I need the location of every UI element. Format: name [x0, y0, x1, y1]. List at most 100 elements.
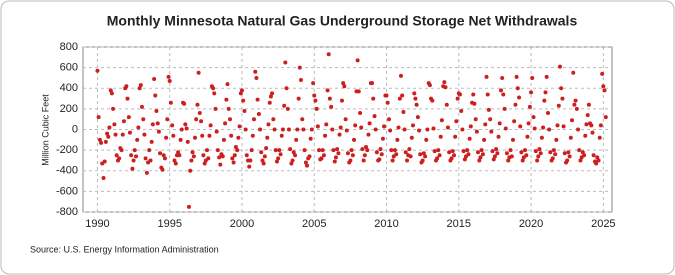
point [95, 68, 100, 73]
point [491, 157, 496, 162]
point [160, 167, 165, 172]
point [413, 96, 418, 101]
point [533, 149, 538, 154]
point [362, 153, 367, 158]
point [598, 123, 603, 128]
point [106, 134, 111, 139]
point [432, 149, 437, 154]
point [183, 122, 188, 127]
point [186, 204, 191, 209]
point [215, 148, 220, 153]
point [450, 149, 455, 154]
point [193, 135, 198, 140]
point [261, 161, 266, 166]
point [323, 133, 328, 138]
point [320, 148, 325, 153]
point [390, 158, 395, 163]
point [249, 148, 254, 153]
point [595, 155, 600, 160]
point [350, 153, 355, 158]
point [601, 84, 606, 89]
point [148, 158, 153, 163]
point [315, 124, 320, 129]
point [161, 153, 166, 158]
y-tick-label: -200 [56, 144, 78, 156]
point [107, 125, 112, 130]
point [218, 162, 223, 167]
point [417, 128, 422, 133]
point [139, 104, 144, 109]
point [394, 152, 399, 157]
point [283, 60, 288, 65]
point [356, 89, 361, 94]
point [529, 90, 534, 95]
point [131, 158, 136, 163]
point [332, 159, 337, 164]
point [343, 117, 348, 122]
point [182, 101, 187, 106]
point [241, 98, 246, 103]
point [367, 121, 372, 126]
point [380, 136, 385, 141]
point [396, 125, 401, 130]
point [217, 155, 222, 160]
point [311, 81, 316, 86]
point [132, 148, 137, 153]
point [142, 132, 147, 137]
point [127, 130, 132, 135]
point [208, 123, 213, 128]
point [397, 96, 402, 101]
point [594, 161, 599, 166]
point [585, 113, 590, 118]
point [190, 150, 195, 155]
point [365, 148, 370, 153]
point [305, 163, 310, 168]
point [102, 159, 107, 164]
point [236, 135, 241, 140]
y-axis-label: Million Cubic Feet [40, 94, 50, 166]
point [277, 148, 282, 153]
point [345, 151, 350, 156]
point [483, 122, 488, 127]
point [286, 127, 291, 132]
point [580, 150, 585, 155]
point [386, 117, 391, 122]
point [489, 129, 494, 134]
point [565, 158, 570, 163]
point [465, 148, 470, 153]
x-tick-label: 2025 [591, 218, 615, 230]
point [442, 80, 447, 85]
point [319, 156, 324, 161]
point [559, 86, 564, 91]
point [259, 150, 264, 155]
point [571, 70, 576, 75]
point [352, 137, 357, 142]
point [596, 158, 601, 163]
point [327, 96, 332, 101]
point [335, 147, 340, 152]
point [431, 126, 436, 131]
point [177, 153, 182, 158]
point [272, 127, 277, 132]
point [191, 154, 196, 159]
point [420, 158, 425, 163]
point [124, 84, 129, 89]
point [253, 69, 258, 74]
point [144, 170, 149, 175]
point [515, 86, 520, 91]
point [179, 127, 184, 132]
point [199, 119, 204, 124]
point [195, 102, 200, 107]
point [185, 139, 190, 144]
point [374, 150, 379, 155]
point [239, 88, 244, 93]
point [504, 151, 509, 156]
point [520, 158, 525, 163]
y-tick-label: 0 [72, 123, 78, 135]
point [435, 156, 440, 161]
point [227, 117, 232, 122]
point [560, 96, 565, 101]
point [205, 148, 210, 153]
point [129, 153, 134, 158]
